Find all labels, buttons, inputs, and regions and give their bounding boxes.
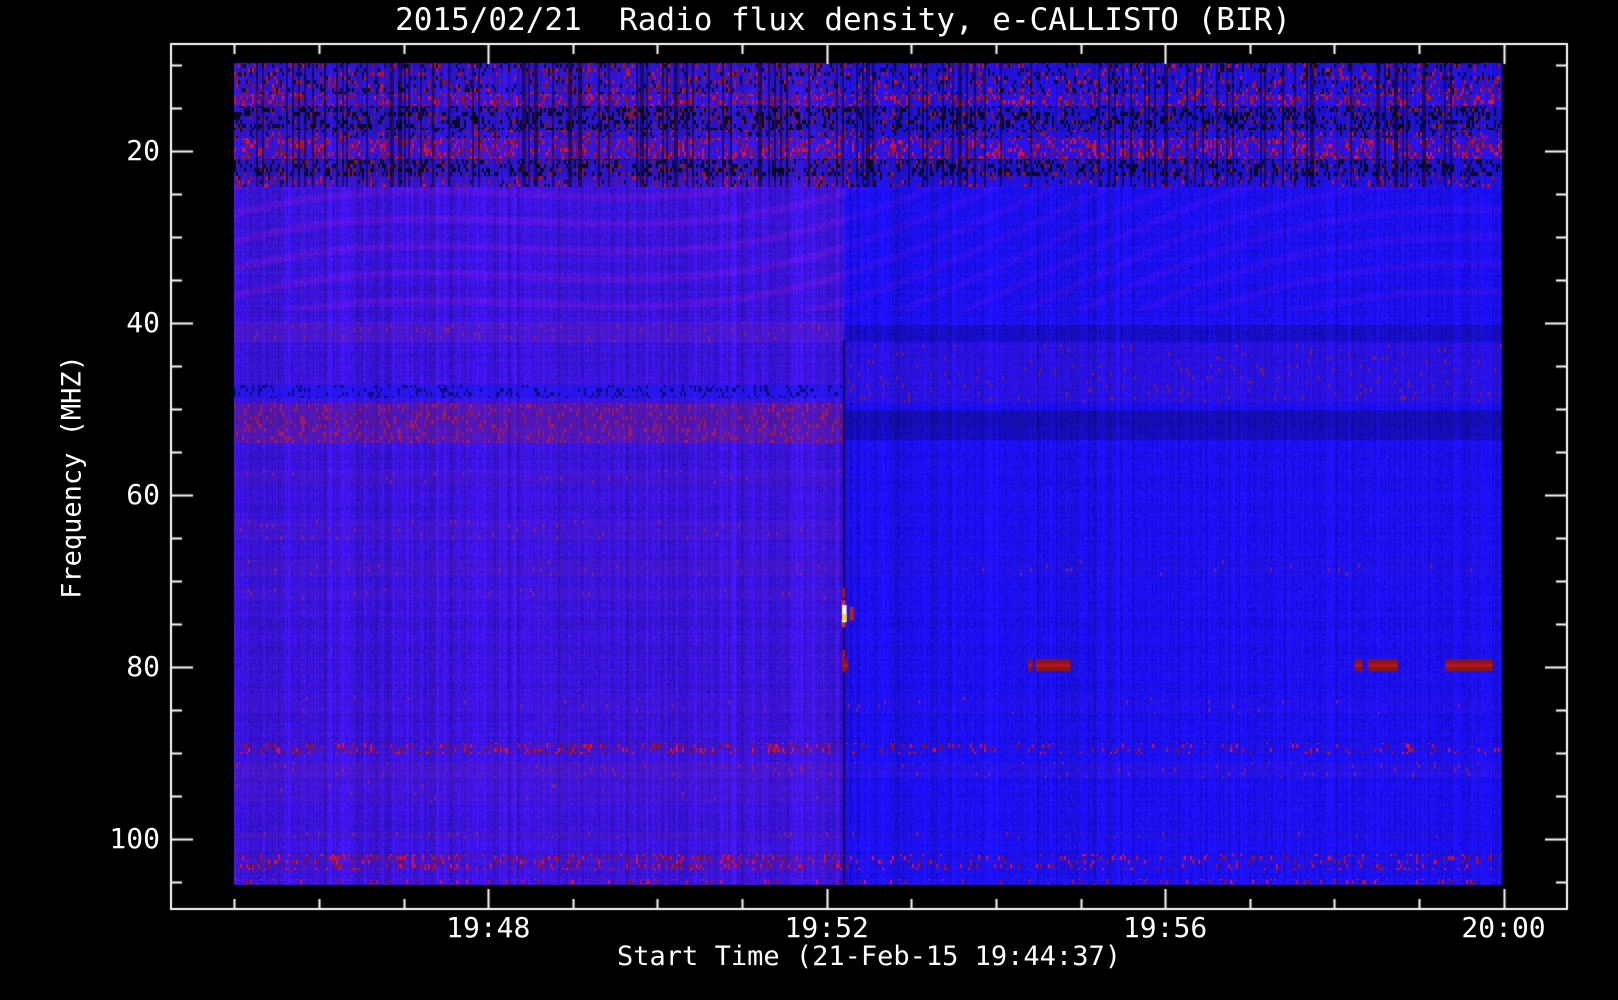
y-tick-label: 20 bbox=[126, 133, 160, 167]
plot-title: 2015/02/21 Radio flux density, e-CALLIST… bbox=[395, 2, 1291, 38]
x-tick-label: 19:52 bbox=[784, 911, 869, 944]
y-tick-label: 80 bbox=[126, 649, 160, 683]
y-tick-label: 40 bbox=[126, 305, 160, 339]
x-tick-label: 19:48 bbox=[446, 911, 531, 944]
y-tick-label: 100 bbox=[109, 821, 160, 855]
x-tick-label: 20:00 bbox=[1461, 911, 1546, 944]
y-tick-label: 60 bbox=[126, 477, 160, 511]
x-tick-label: 19:56 bbox=[1122, 911, 1208, 944]
x-axis-title: Start Time (21-Feb-15 19:44:37) bbox=[617, 941, 1121, 972]
y-axis-title: Frequency (MHZ) bbox=[56, 355, 88, 599]
